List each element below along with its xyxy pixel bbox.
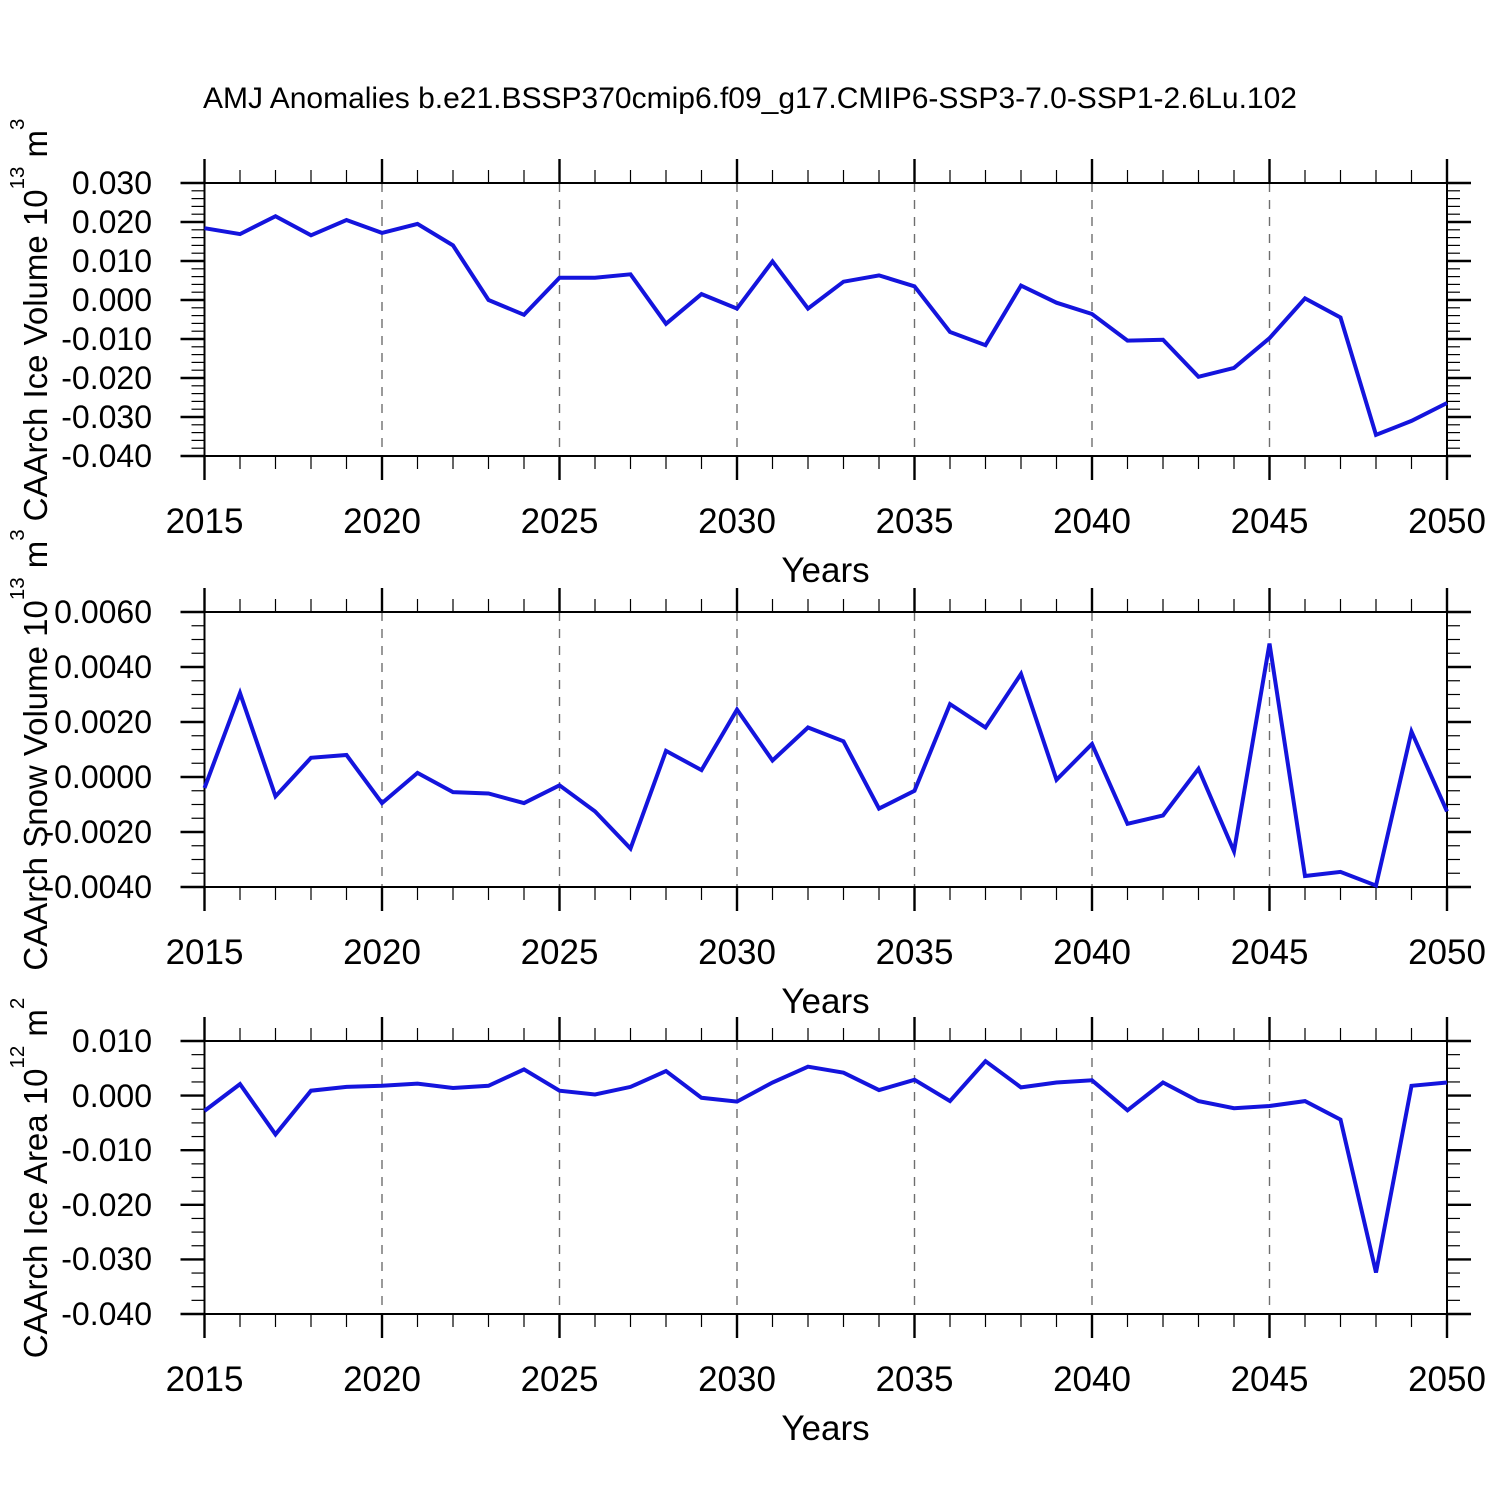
y-tick-label-ice-area: 0.000: [71, 1077, 152, 1114]
y-axis-title-unit-exponent: 3: [5, 118, 29, 130]
y-axis-title-unit-exponent: 2: [5, 997, 29, 1009]
y-tick-label-snow-volume: 0.0020: [54, 704, 152, 740]
y-axis-title-unit-exponent: 3: [5, 528, 29, 541]
y-tick-label-ice-volume: -0.030: [61, 399, 152, 435]
x-tick-label-2045: 2045: [1230, 502, 1309, 541]
y-tick-label-ice-volume: 0.030: [71, 165, 152, 201]
x-tick-label-2025: 2025: [520, 502, 599, 541]
x-tick-label-2015: 2015: [165, 933, 244, 972]
y-axis-title-unit: m: [17, 129, 54, 167]
x-axis-title-ice-area: Years: [781, 1409, 870, 1448]
x-axis-title-ice-volume: Years: [781, 551, 870, 590]
y-tick-label-ice-area: -0.010: [61, 1132, 152, 1169]
y-tick-label-ice-area: 0.010: [71, 1023, 152, 1059]
panel-ice-area-plot: [180, 1017, 1471, 1338]
x-tick-label-2040: 2040: [1053, 1360, 1131, 1399]
y-tick-label-ice-volume: 0.010: [71, 243, 152, 279]
plot-frame: [203, 1040, 1448, 1315]
y-tick-label-ice-volume: -0.010: [61, 321, 152, 357]
x-tick-label-2020: 2020: [343, 1360, 421, 1399]
y-tick-label-ice-volume: 0.020: [71, 204, 152, 240]
ice-area-series-line: [203, 1058, 1448, 1273]
x-tick-label-2015: 2015: [165, 502, 244, 541]
y-tick-label-ice-area: -0.020: [61, 1186, 152, 1223]
panel-snow-volume-plot: [180, 588, 1471, 911]
x-tick-label-2030: 2030: [698, 1360, 776, 1399]
y-tick-label-ice-volume: -0.040: [61, 438, 152, 474]
x-tick-label-2035: 2035: [875, 1360, 954, 1399]
x-tick-label-2050: 2050: [1408, 933, 1486, 972]
x-tick-label-2045: 2045: [1230, 933, 1309, 972]
x-tick-label-2020: 2020: [343, 933, 421, 972]
y-tick-label-snow-volume: 0.0060: [54, 594, 152, 630]
x-tick-label-2050: 2050: [1408, 502, 1486, 541]
x-tick-label-2045: 2045: [1230, 1360, 1309, 1399]
x-tick-label-2050: 2050: [1408, 1360, 1486, 1399]
panel-ice-volume-plot: [180, 159, 1471, 480]
snow-volume-series-line: [202, 643, 1449, 889]
y-tick-label-ice-area: -0.040: [61, 1296, 152, 1332]
y-tick-label-ice-volume: -0.020: [61, 360, 152, 396]
chart-title: AMJ Anomalies b.e21.BSSP370cmip6.f09_g17…: [203, 82, 1297, 115]
x-tick-label-2030: 2030: [698, 933, 776, 972]
x-tick-label-2015: 2015: [165, 1360, 244, 1399]
y-tick-label-snow-volume: -0.0040: [43, 869, 152, 905]
y-axis-title-unit: m: [17, 540, 54, 577]
y-tick-label-snow-volume: 0.0040: [54, 649, 152, 685]
x-tick-label-2030: 2030: [698, 502, 776, 541]
x-tick-label-2040: 2040: [1053, 502, 1131, 541]
plot-frame: [203, 611, 1448, 888]
x-tick-label-2035: 2035: [875, 502, 954, 541]
y-tick-label-ice-volume: 0.000: [71, 282, 152, 318]
x-tick-label-2035: 2035: [875, 933, 954, 972]
x-axis-title-snow-volume: Years: [781, 982, 870, 1021]
x-tick-label-2040: 2040: [1053, 933, 1131, 972]
x-tick-label-2020: 2020: [343, 502, 421, 541]
x-tick-label-2025: 2025: [520, 933, 599, 972]
plot-frame: [203, 182, 1448, 457]
y-tick-label-ice-area: -0.030: [61, 1241, 152, 1278]
x-tick-label-2025: 2025: [520, 1360, 599, 1399]
y-tick-label-snow-volume: -0.0020: [43, 814, 152, 850]
y-tick-label-snow-volume: 0.0000: [54, 759, 152, 795]
ice-volume-series-line: [204, 213, 1448, 438]
